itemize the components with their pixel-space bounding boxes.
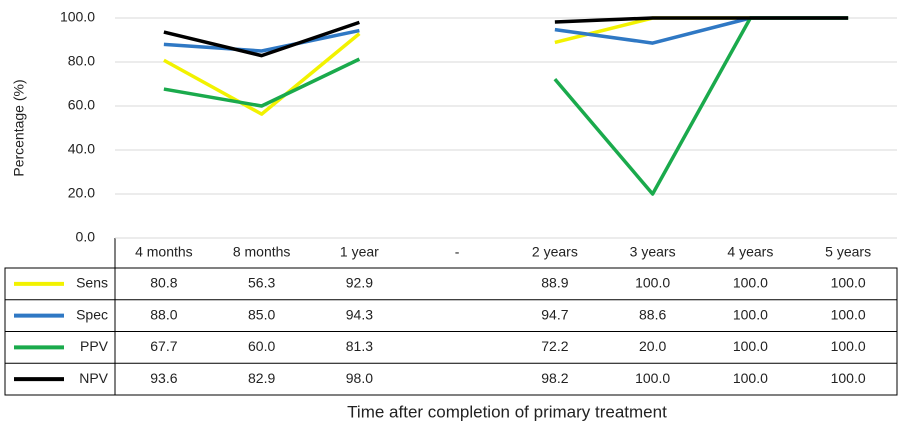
series-line — [163, 16, 849, 58]
table-cell: 98.2 — [541, 370, 568, 386]
series-line — [163, 16, 849, 116]
y-tick-label: 100.0 — [60, 9, 95, 25]
x-tick-label: 1 year — [340, 244, 379, 260]
table-cell: 60.0 — [248, 338, 275, 354]
y-tick-label: 40.0 — [68, 141, 95, 157]
table-cell: 94.3 — [346, 306, 373, 322]
table-cell: 100.0 — [831, 338, 866, 354]
table-cell: 56.3 — [248, 275, 275, 291]
table-cell: 100.0 — [733, 275, 768, 291]
table-cell: 100.0 — [733, 338, 768, 354]
table-cell: 100.0 — [733, 306, 768, 322]
x-axis-title: Time after completion of primary treatme… — [347, 402, 667, 421]
table-cell: 100.0 — [831, 275, 866, 291]
series-line — [163, 16, 849, 53]
table-cell: 80.8 — [150, 275, 177, 291]
table-cell: 82.9 — [248, 370, 275, 386]
table-cell: 100.0 — [831, 306, 866, 322]
x-tick-label: 2 years — [532, 244, 578, 260]
x-tick-label: - — [455, 244, 460, 260]
y-tick-label: 80.0 — [68, 53, 95, 69]
table-cell: 67.7 — [150, 338, 177, 354]
table-cell: 92.9 — [346, 275, 373, 291]
table-cell: 81.3 — [346, 338, 373, 354]
table-cell: 94.7 — [541, 306, 568, 322]
table-cell: 100.0 — [635, 370, 670, 386]
table-cell: 93.6 — [150, 370, 177, 386]
legend-label: Spec — [76, 306, 108, 322]
legend-label: NPV — [79, 370, 108, 386]
table-cell: 98.0 — [346, 370, 373, 386]
table-cell: 88.9 — [541, 275, 568, 291]
y-tick-label: 60.0 — [68, 97, 95, 113]
y-axis-title: Percentage (%) — [11, 79, 27, 176]
table-cell: 88.0 — [150, 306, 177, 322]
table-cell: 88.6 — [639, 306, 666, 322]
table-cell: 100.0 — [831, 370, 866, 386]
legend-label: Sens — [76, 275, 108, 291]
x-tick-label: 5 years — [825, 244, 871, 260]
table-cell: 72.2 — [541, 338, 568, 354]
x-tick-label: 3 years — [630, 244, 676, 260]
x-tick-label: 4 years — [727, 244, 773, 260]
table-cell: 85.0 — [248, 306, 275, 322]
table-cell: 100.0 — [635, 275, 670, 291]
y-tick-label: 20.0 — [68, 185, 95, 201]
y-tick-label: 0.0 — [76, 229, 96, 245]
table-cell: 100.0 — [733, 370, 768, 386]
table-cell: 20.0 — [639, 338, 666, 354]
x-tick-label: 4 months — [135, 244, 193, 260]
x-tick-label: 8 months — [233, 244, 291, 260]
legend-label: PPV — [80, 338, 109, 354]
